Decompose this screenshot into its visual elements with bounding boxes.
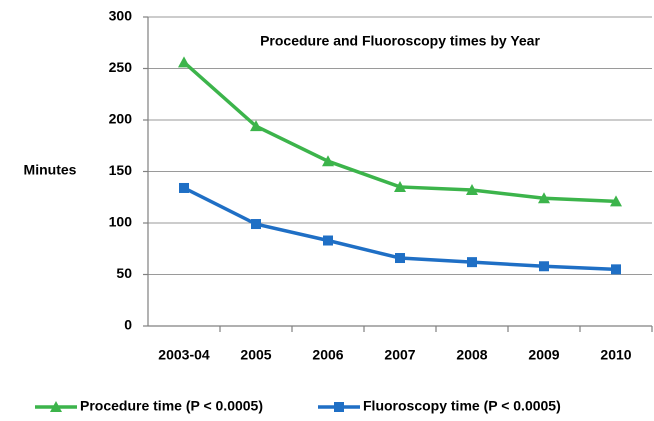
data-point [611,264,621,275]
data-point [250,120,262,132]
series-line [182,61,617,204]
y-tick-label: 250 [109,59,133,75]
y-tick-label: 0 [124,317,132,333]
data-point [395,253,405,264]
data-point [251,219,261,230]
data-point [539,261,549,272]
data-point [538,192,550,204]
legend-label: Procedure time (P < 0.0005) [80,398,263,414]
x-tick-label: 2007 [384,347,415,363]
y-tick-label: 150 [109,162,133,178]
chart-title: Procedure and Fluoroscopy times by Year [260,33,540,49]
x-tick-label: 2009 [528,347,559,363]
y-tick-label: 300 [109,8,133,24]
data-point [466,184,478,196]
x-tick-label: 2008 [456,347,487,363]
y-tick-label: 200 [109,111,133,127]
x-tick-label: 2005 [240,347,271,363]
y-tick-label: 100 [109,214,133,230]
x-tick-label: 2010 [600,347,631,363]
legend-marker [334,402,344,412]
y-tick-label: 50 [116,265,132,281]
data-point [322,155,334,167]
data-point [394,180,406,192]
legend-label: Fluoroscopy time (P < 0.0005) [363,398,561,414]
data-point [610,195,622,207]
x-tick-label: 2003-04 [158,347,210,363]
x-tick-label: 2006 [312,347,343,363]
legend-marker [50,401,62,412]
data-point [467,257,477,268]
data-point [179,182,189,193]
y-axis-label: Minutes [24,162,77,178]
data-point [323,235,333,246]
data-point [178,56,190,68]
